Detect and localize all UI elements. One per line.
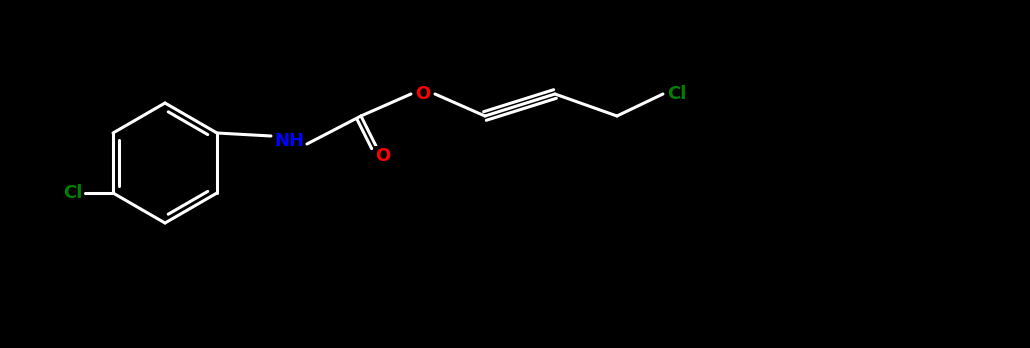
Text: O: O <box>375 147 390 165</box>
Text: Cl: Cl <box>667 85 687 103</box>
Text: NH: NH <box>274 132 304 150</box>
Text: O: O <box>415 85 431 103</box>
Text: Cl: Cl <box>64 184 82 202</box>
